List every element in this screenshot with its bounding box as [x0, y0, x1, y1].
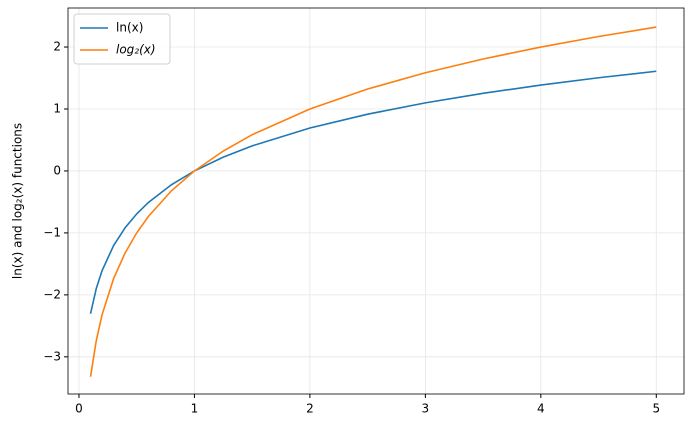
x-tick-label: 5	[652, 402, 660, 416]
y-tick-label: −3	[43, 349, 61, 363]
plot-frame	[67, 7, 685, 395]
x-tick-label: 0	[75, 402, 83, 416]
line-series	[89, 70, 657, 314]
y-tick-label: −1	[43, 225, 61, 239]
y-tick-label: 0	[53, 163, 61, 177]
line-series	[89, 26, 657, 377]
y-tick-label: −2	[43, 287, 61, 301]
x-tick-label: 3	[422, 402, 430, 416]
legend-box	[73, 13, 171, 65]
x-tick-label: 2	[306, 402, 314, 416]
legend-label: ln(x)	[116, 21, 143, 35]
y-tick-label: 1	[53, 101, 61, 115]
x-tick-label: 4	[537, 402, 545, 416]
y-axis-label: ln(x) and log₂(x) functions	[11, 123, 25, 279]
legend-label: log₂(x)	[116, 43, 156, 57]
x-tick-label: 1	[191, 402, 199, 416]
y-tick-label: 2	[53, 40, 61, 54]
